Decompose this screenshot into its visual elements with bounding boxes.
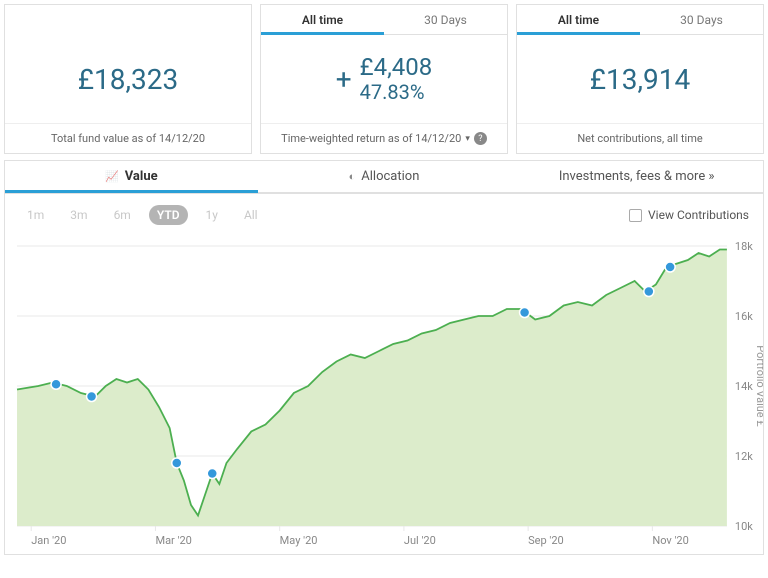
return-plus-icon: + (336, 63, 352, 96)
contrib-card: All time 30 Days £13,914 Net contributio… (516, 4, 764, 154)
return-percent: 47.83% (360, 81, 425, 104)
pie-icon: ◐ (349, 170, 356, 183)
svg-text:Jan '20: Jan '20 (31, 534, 66, 547)
range-3m[interactable]: 3m (62, 205, 95, 225)
return-amount: £4,408 (360, 54, 433, 82)
view-contributions-label: View Contributions (648, 208, 749, 222)
svg-text:Mar '20: Mar '20 (155, 534, 191, 547)
tab-investments[interactable]: Investments, fees & more » (510, 161, 763, 193)
view-contributions-toggle[interactable]: View Contributions (629, 208, 749, 222)
tab-value[interactable]: 📈 Value (5, 161, 258, 193)
chart-panel: 1m 3m 6m YTD 1y All View Contributions 1… (4, 194, 764, 555)
range-all[interactable]: All (236, 205, 266, 225)
svg-text:18k: 18k (735, 240, 753, 253)
tab-allocation[interactable]: ◐ Allocation (258, 161, 511, 193)
svg-text:Sep '20: Sep '20 (528, 534, 564, 547)
chart-icon: 📈 (105, 170, 119, 183)
tab-investments-label: Investments, fees & more » (559, 169, 715, 184)
svg-text:Portfolio Value £: Portfolio Value £ (754, 345, 763, 427)
range-ytd[interactable]: YTD (149, 205, 188, 225)
range-1m[interactable]: 1m (19, 205, 52, 225)
chart-holder: 10k 12k 14k 16k 18k Jan '20 Mar '20 May '20 Jul … (5, 236, 763, 554)
svg-text:14k: 14k (735, 380, 753, 393)
contrib-card-tabs: All time 30 Days (517, 5, 763, 35)
checkbox-icon[interactable] (629, 209, 642, 222)
contrib-tab-alltime[interactable]: All time (517, 5, 640, 35)
return-footer[interactable]: Time-weighted return as of 14/12/20 ▾ ? (261, 123, 507, 153)
tab-value-label: Value (125, 169, 158, 184)
chart-toolbar: 1m 3m 6m YTD 1y All View Contributions (5, 194, 763, 236)
range-pills: 1m 3m 6m YTD 1y All (19, 205, 266, 225)
return-tab-alltime[interactable]: All time (261, 5, 384, 35)
tab-allocation-label: Allocation (361, 169, 419, 184)
fund-value-amount: £18,323 (78, 63, 178, 96)
range-1y[interactable]: 1y (198, 205, 226, 225)
fund-value-footer: Total fund value as of 14/12/20 (5, 123, 251, 153)
svg-text:16k: 16k (735, 310, 753, 323)
return-card: All time 30 Days + £4,408 47.83% Time-we… (260, 4, 508, 154)
svg-text:12k: 12k (735, 450, 753, 463)
contrib-amount: £13,914 (590, 63, 690, 96)
contrib-tab-30days[interactable]: 30 Days (640, 5, 763, 35)
svg-text:Jul '20: Jul '20 (404, 534, 436, 547)
svg-text:Nov '20: Nov '20 (652, 534, 688, 547)
svg-text:10k: 10k (735, 520, 753, 533)
chevron-down-icon: ▾ (465, 134, 470, 144)
svg-text:May '20: May '20 (280, 534, 318, 547)
return-card-tabs: All time 30 Days (261, 5, 507, 35)
return-footer-text: Time-weighted return as of 14/12/20 (281, 132, 461, 145)
help-icon[interactable]: ? (474, 132, 487, 145)
portfolio-chart[interactable]: 10k 12k 14k 16k 18k Jan '20 Mar '20 May '20 Jul … (5, 236, 763, 554)
range-6m[interactable]: 6m (106, 205, 139, 225)
contrib-footer: Net contributions, all time (517, 123, 763, 153)
summary-cards-row: £18,323 Total fund value as of 14/12/20 … (0, 0, 768, 154)
return-tab-30days[interactable]: 30 Days (384, 5, 507, 35)
fund-value-card: £18,323 Total fund value as of 14/12/20 (4, 4, 252, 154)
main-tabs: 📈 Value ◐ Allocation Investments, fees & m… (4, 160, 764, 194)
